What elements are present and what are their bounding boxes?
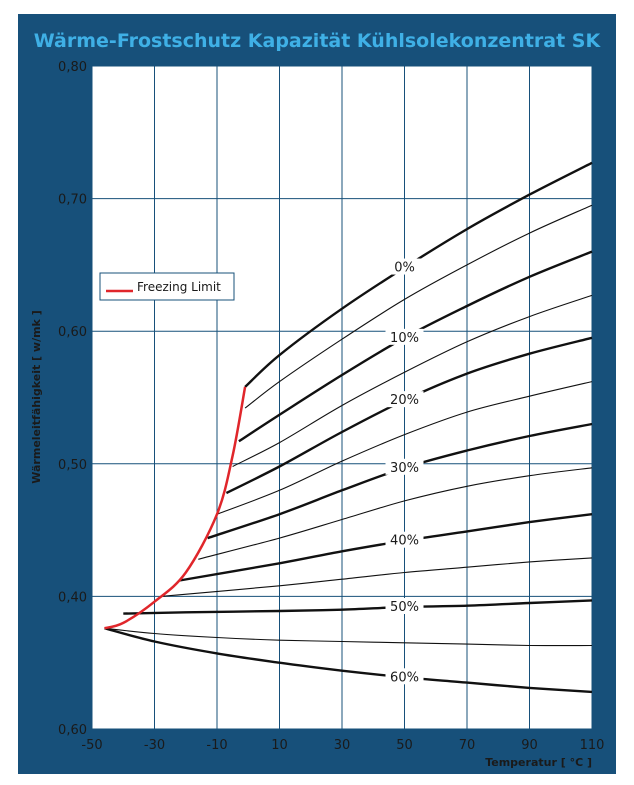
y-tick-label: 0,70 [58, 193, 87, 208]
x-tick-labels: -50 -30 -10 10 30 50 70 90 110 [81, 738, 604, 753]
series-label: 50% [390, 600, 419, 615]
y-tick-label: 0,50 [58, 458, 87, 473]
x-tick-label: 90 [521, 738, 538, 753]
x-tick-label: 110 [580, 738, 605, 753]
legend-label-freezing-limit: Freezing Limit [137, 280, 221, 294]
x-tick-label: 10 [271, 738, 288, 753]
series-label: 10% [390, 331, 419, 346]
legend-box [99, 272, 235, 301]
chart-title: Wärme-Frostschutz Kapazität Kühlsolekonz… [33, 30, 601, 52]
x-tick-label: 50 [396, 738, 413, 753]
x-tick-label: 70 [459, 738, 476, 753]
series-line [104, 627, 593, 647]
series-line [216, 381, 593, 515]
y-tick-label: 0,60 [58, 325, 87, 340]
freezing-limit-group [104, 386, 247, 630]
y-axis-label: Wärmeleitfähigkeit [ w/mk ] [30, 310, 43, 483]
x-tick-label: -30 [144, 738, 165, 753]
series-label-bg [385, 258, 424, 275]
series-label-bg [385, 458, 424, 475]
series-label-bg [385, 668, 424, 685]
y-tick-label: 0,80 [58, 60, 87, 75]
x-axis-label: Temperatur [ °C ] [485, 756, 592, 769]
series-label: 20% [390, 393, 419, 408]
grid [91, 65, 593, 730]
series-label: 60% [390, 670, 419, 685]
series-label-bg [385, 391, 424, 408]
series-line [244, 204, 593, 409]
x-tick-label: 30 [334, 738, 351, 753]
series-line [160, 557, 593, 597]
series-label: 40% [390, 534, 419, 549]
x-tick-label: -10 [206, 738, 227, 753]
series-line [104, 627, 593, 694]
y-tick-labels: 0,60 0,40 0,50 0,60 0,70 0,80 [58, 60, 87, 738]
freezing-limit-line [104, 386, 247, 630]
series-label-bg [385, 531, 424, 548]
series-line [232, 294, 593, 467]
series-label-bg [385, 328, 424, 345]
series-line [123, 599, 593, 615]
series-label-bg [385, 598, 424, 615]
percent-labels: 0% 10% 20% 30% 40% 50% 60% [385, 258, 424, 685]
y-tick-label: 0,60 [58, 723, 87, 738]
x-tick-label: -50 [81, 738, 102, 753]
series-label: 30% [390, 461, 419, 476]
series-label: 0% [394, 261, 415, 276]
y-tick-label: 0,40 [58, 590, 87, 605]
series-line [198, 467, 593, 560]
legend: Freezing Limit [99, 272, 235, 301]
